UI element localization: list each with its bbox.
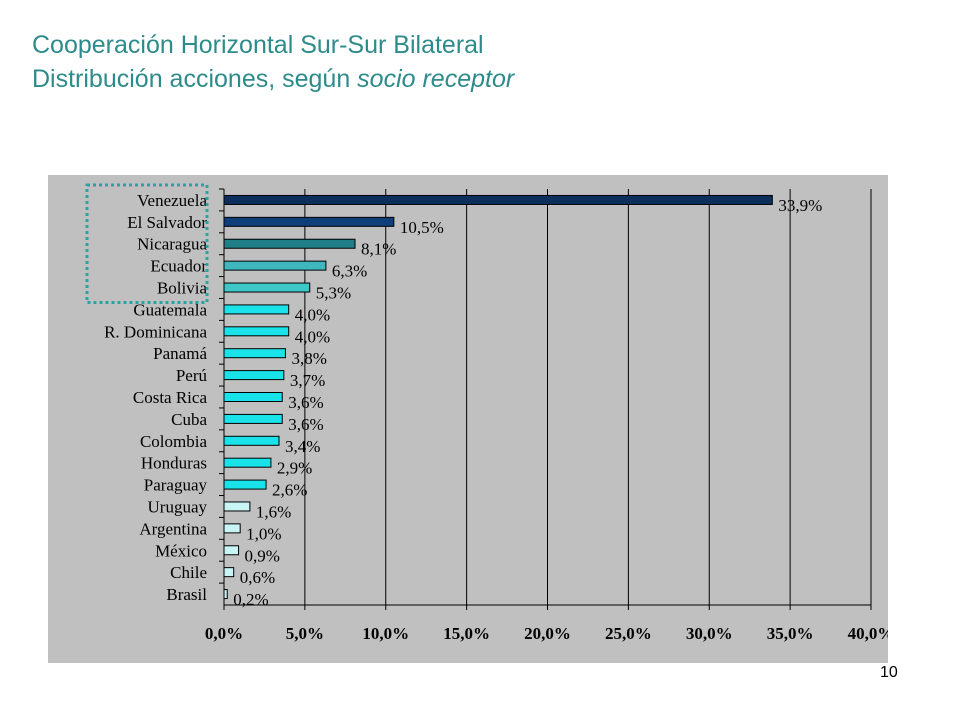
category-label: Perú	[176, 366, 208, 385]
data-label: 2,6%	[272, 481, 307, 500]
bar	[223, 589, 228, 600]
category-label: Nicaragua	[137, 235, 207, 254]
category-label: Honduras	[141, 454, 207, 473]
bar-chart: 0,0% 5,0% 10,0% 15,0% 20,0% 25,0% 30,0% 35,0% 40…	[85, 183, 888, 643]
data-label: 0,6%	[240, 568, 275, 587]
bar	[223, 304, 290, 315]
highlight-box	[85, 183, 209, 304]
data-label: 0,2%	[233, 590, 268, 609]
data-label: 6,3%	[332, 262, 367, 281]
bar	[223, 479, 267, 490]
category-label: Bolivia	[157, 279, 208, 298]
x-tick-label: 15,0%	[443, 624, 490, 643]
bar	[223, 567, 235, 578]
category-label: Colombia	[140, 432, 208, 451]
title-line-2: Distribución acciones, según socio recep…	[32, 65, 514, 93]
bar	[223, 348, 286, 359]
category-label: Paraguay	[144, 476, 208, 495]
bar	[223, 216, 395, 227]
data-label: 3,6%	[288, 393, 323, 412]
title-line-1: Cooperación Horizontal Sur-Sur Bilateral	[32, 31, 484, 59]
category-label: Guatemala	[133, 300, 207, 319]
data-label: 3,4%	[285, 437, 320, 456]
chart-panel: 0,0% 5,0% 10,0% 15,0% 20,0% 25,0% 30,0% 35,0% 40…	[48, 175, 888, 663]
category-label: Chile	[170, 563, 207, 582]
bar	[223, 435, 280, 446]
data-label: 4,0%	[295, 327, 330, 346]
data-label: 10,5%	[400, 218, 444, 237]
data-label: 4,0%	[295, 305, 330, 324]
data-label: 2,9%	[277, 459, 312, 478]
category-label: R. Dominicana	[104, 322, 207, 341]
bars: Venezuela 33,9% El Salvador 10,5% Nicaragua 8…	[104, 188, 822, 609]
category-label: Uruguay	[148, 497, 208, 516]
gridlines	[304, 189, 872, 605]
data-label: 3,7%	[290, 371, 325, 390]
data-label: 3,6%	[288, 415, 323, 434]
category-label: México	[155, 541, 207, 560]
category-label: Cuba	[171, 410, 207, 429]
bar	[223, 523, 241, 534]
bar	[223, 545, 240, 556]
category-label: Venezuela	[137, 191, 207, 210]
x-tick-label: 35,0%	[767, 624, 814, 643]
category-label: Panamá	[153, 344, 207, 363]
x-tick-label: 30,0%	[686, 624, 733, 643]
bar	[223, 413, 283, 424]
bar	[223, 370, 285, 381]
category-label: Ecuador	[150, 257, 207, 276]
bar	[223, 194, 773, 205]
slide-title: Cooperación Horizontal Sur-Sur Bilateral…	[32, 28, 514, 96]
category-label: Costa Rica	[133, 388, 208, 407]
bar	[223, 260, 327, 271]
x-tick-label: 10,0%	[362, 624, 409, 643]
bar	[223, 457, 272, 468]
x-tick-label: 25,0%	[605, 624, 652, 643]
bar	[223, 238, 356, 249]
x-tick-label: 20,0%	[524, 624, 571, 643]
bar	[223, 326, 290, 337]
x-tick-label: 40,0%	[848, 624, 888, 643]
category-label: Argentina	[139, 519, 207, 538]
data-label: 1,0%	[246, 524, 281, 543]
bar	[223, 392, 283, 402]
data-label: 5,3%	[316, 284, 351, 303]
data-label: 33,9%	[778, 196, 822, 215]
category-label: Brasil	[166, 585, 207, 604]
data-label: 3,8%	[291, 349, 326, 368]
x-tick-label: 0,0%	[205, 624, 243, 643]
title-line-2-italic: socio receptor	[357, 65, 515, 93]
bar	[223, 501, 251, 512]
category-label: El Salvador	[127, 213, 207, 232]
data-label: 0,9%	[245, 546, 280, 565]
data-label: 1,6%	[256, 502, 291, 521]
title-line-2-plain: Distribución acciones, según	[32, 65, 358, 93]
bar	[223, 282, 311, 293]
page-number: 10	[880, 664, 898, 681]
x-tick-label: 5,0%	[286, 624, 324, 643]
x-axis-ticks: 0,0% 5,0% 10,0% 15,0% 20,0% 25,0% 30,0% 35,0% 40…	[205, 605, 888, 643]
data-label: 8,1%	[361, 240, 396, 259]
